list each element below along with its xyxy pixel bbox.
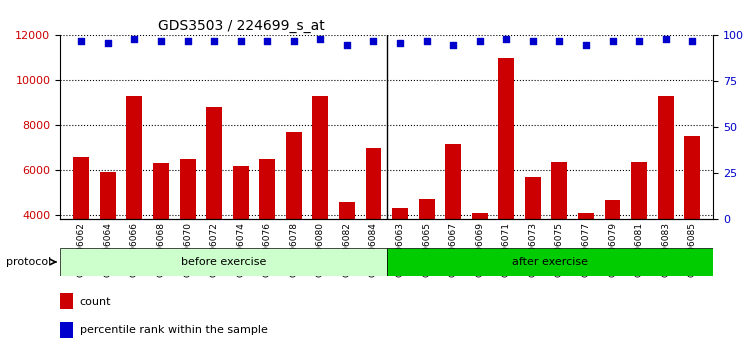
Point — [421, 38, 433, 44]
Bar — [658, 96, 674, 305]
Bar — [605, 200, 620, 305]
Point — [102, 40, 114, 46]
Bar — [312, 96, 328, 305]
Point — [447, 42, 459, 47]
Point — [474, 38, 486, 44]
Bar — [366, 148, 382, 305]
Bar — [100, 172, 116, 305]
Point — [128, 36, 140, 42]
Text: after exercise: after exercise — [512, 257, 588, 267]
Text: percentile rank within the sample: percentile rank within the sample — [80, 325, 267, 336]
Text: before exercise: before exercise — [181, 257, 266, 267]
FancyBboxPatch shape — [387, 248, 713, 276]
Point — [315, 36, 327, 42]
Bar — [60, 322, 73, 338]
Bar — [684, 136, 700, 305]
Bar — [631, 162, 647, 305]
Point — [155, 38, 167, 44]
Point — [208, 38, 220, 44]
Bar — [207, 107, 222, 305]
Text: count: count — [80, 297, 111, 307]
Bar — [445, 144, 461, 305]
Text: GDS3503 / 224699_s_at: GDS3503 / 224699_s_at — [158, 19, 325, 33]
Bar — [179, 159, 195, 305]
Bar — [499, 58, 514, 305]
Point — [75, 38, 87, 44]
Bar — [286, 132, 302, 305]
Point — [288, 38, 300, 44]
Bar — [74, 156, 89, 305]
Point — [261, 38, 273, 44]
Point — [500, 36, 512, 42]
Bar — [60, 293, 73, 309]
Point — [182, 38, 194, 44]
Point — [394, 40, 406, 46]
Point — [633, 38, 645, 44]
Point — [341, 42, 353, 47]
Point — [367, 38, 379, 44]
Bar — [259, 159, 275, 305]
Bar — [233, 166, 249, 305]
Point — [553, 38, 566, 44]
Bar — [392, 208, 408, 305]
Text: protocol: protocol — [6, 257, 51, 267]
Bar — [578, 213, 594, 305]
Point — [686, 38, 698, 44]
Point — [234, 38, 246, 44]
Bar — [551, 162, 567, 305]
FancyBboxPatch shape — [60, 248, 387, 276]
Point — [580, 42, 592, 47]
Bar — [418, 199, 435, 305]
Point — [527, 38, 539, 44]
Bar — [126, 96, 143, 305]
Point — [607, 38, 619, 44]
Point — [659, 36, 671, 42]
Bar — [472, 213, 487, 305]
Bar — [153, 163, 169, 305]
Bar — [339, 201, 355, 305]
Bar — [525, 177, 541, 305]
